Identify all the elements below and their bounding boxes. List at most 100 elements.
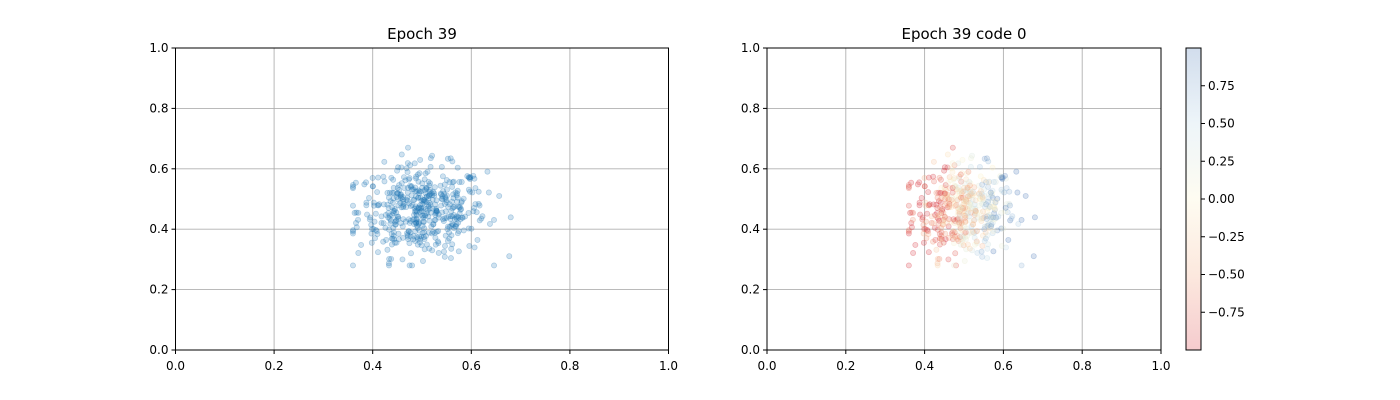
scatter-point (350, 228, 356, 235)
scatter-point (978, 190, 985, 197)
scatter-point (960, 208, 967, 215)
scatter-point (980, 208, 986, 215)
scatter-point (441, 190, 448, 197)
scatter-point (394, 190, 401, 197)
scatter-point (398, 194, 404, 201)
scatter-point (986, 212, 993, 218)
scatter-point (1002, 204, 1009, 211)
scatter-point (976, 190, 982, 197)
scatter-point (444, 186, 450, 193)
scatter-point (984, 213, 991, 220)
scatter-point (376, 201, 383, 208)
scatter-point (406, 262, 413, 269)
scatter-point (966, 182, 973, 189)
scatter-point (450, 178, 457, 185)
scatter-point (454, 187, 461, 194)
scatter-point (421, 246, 428, 253)
scatter-point (402, 177, 409, 184)
scatter-point (956, 203, 962, 210)
scatter-point (430, 229, 436, 235)
scatter-point (471, 204, 478, 211)
scatter-point (934, 194, 941, 201)
scatter-point (979, 181, 986, 188)
scatter-point (961, 230, 968, 236)
scatter-point (989, 194, 996, 201)
scatter-point (943, 199, 950, 206)
scatter-point (999, 176, 1006, 182)
scatter-point (985, 198, 992, 205)
scatter-point (925, 202, 932, 209)
scatter-point (391, 236, 398, 243)
scatter-point (372, 226, 379, 233)
right-ytick-label: 0.4 (741, 222, 760, 236)
scatter-point (1031, 214, 1038, 221)
scatter-point (390, 195, 397, 202)
scatter-point (393, 216, 400, 223)
scatter-point (935, 189, 942, 196)
scatter-point (368, 221, 375, 228)
scatter-point (949, 189, 956, 196)
scatter-point (462, 213, 468, 220)
scatter-point (905, 185, 912, 192)
scatter-point (972, 207, 979, 214)
scatter-point (406, 219, 413, 226)
scatter-point (940, 194, 947, 200)
scatter-point (456, 204, 463, 211)
scatter-point (394, 184, 401, 191)
left-scatter-axes: Epoch 39 0.0 0.2 0.4 0.6 0.8 1.00.00.20.40.60… (149, 25, 678, 373)
scatter-point (938, 195, 945, 202)
scatter-point (351, 209, 358, 216)
scatter-point (390, 176, 397, 183)
scatter-point (964, 199, 971, 206)
scatter-point (437, 190, 444, 197)
scatter-point (384, 246, 391, 253)
left-chart-title: Epoch 39 (387, 25, 457, 43)
scatter-point (382, 224, 389, 231)
scatter-point (411, 196, 418, 203)
scatter-point (380, 238, 387, 245)
scatter-point (988, 214, 995, 221)
scatter-point (413, 219, 420, 226)
scatter-point (949, 197, 956, 204)
scatter-point (372, 210, 379, 217)
scatter-point (417, 194, 424, 201)
scatter-point (422, 212, 429, 219)
scatter-point (989, 203, 996, 210)
right-xtick-label: 1.0 (1151, 359, 1170, 373)
scatter-point (941, 196, 948, 203)
scatter-point (465, 186, 472, 193)
scatter-point (963, 170, 970, 177)
scatter-point (416, 239, 423, 246)
scatter-point (908, 209, 915, 216)
scatter-point (434, 238, 441, 245)
scatter-point (422, 198, 428, 205)
scatter-point (454, 213, 461, 220)
scatter-point (427, 155, 434, 162)
scatter-point (415, 205, 422, 212)
scatter-point (412, 203, 419, 210)
right-ticks: 0.0 0.2 0.4 0.6 0.8 1.0 0.0 0.2 0.4 0.6 0.8 1.0 (741, 41, 1171, 373)
scatter-point (420, 218, 427, 225)
scatter-point (960, 242, 967, 249)
scatter-point (989, 190, 996, 197)
scatter-point (953, 216, 960, 223)
scatter-point (989, 230, 996, 237)
scatter-point (954, 186, 961, 193)
scatter-point (415, 204, 422, 211)
scatter-point (967, 205, 974, 212)
scatter-point (910, 209, 917, 216)
scatter-point (990, 248, 997, 255)
right-ytick-label: 0.8 (741, 101, 760, 115)
scatter-point (941, 213, 948, 220)
scatter-point (921, 183, 928, 190)
scatter-point (963, 198, 970, 205)
scatter-point (933, 246, 940, 253)
scatter-point (350, 227, 356, 234)
scatter-point (450, 195, 457, 202)
scatter-point (416, 170, 423, 177)
scatter-point (378, 213, 385, 220)
scatter-point (986, 204, 993, 211)
scatter-point (441, 215, 448, 222)
scatter-point (1000, 225, 1007, 232)
scatter-point (430, 221, 437, 228)
